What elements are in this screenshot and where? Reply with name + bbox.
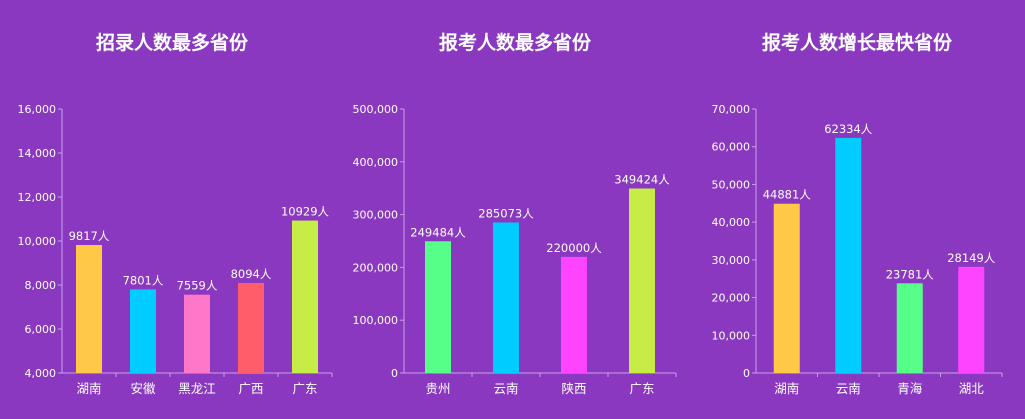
data-label: 23781人 xyxy=(886,267,935,281)
chart-title: 报考人数最多省份 xyxy=(439,31,592,54)
x-tick-label: 广东 xyxy=(629,381,654,396)
x-tick-label: 安徽 xyxy=(130,381,156,396)
data-label: 249484人 xyxy=(410,225,466,239)
x-tick-label: 黑龙江 xyxy=(178,381,216,396)
x-tick-label: 湖南 xyxy=(774,381,799,396)
data-label: 62334人 xyxy=(824,122,873,136)
x-tick-label: 云南 xyxy=(493,381,518,396)
x-tick-label: 广西 xyxy=(238,381,263,396)
chart-applicants-by-province: 报考人数最多省份 0 100,000 200,000 300,000 400,000 50… xyxy=(353,31,677,396)
data-label: 220000人 xyxy=(546,241,602,255)
data-label: 7559人 xyxy=(177,279,218,293)
chart-title: 招录人数最多省份 xyxy=(96,31,249,54)
bar xyxy=(561,256,587,373)
x-tick-label: 青海 xyxy=(897,381,923,396)
bar xyxy=(896,283,923,373)
chart-applicant-growth-by-province: 报考人数增长最快省份 0 10,000 20,000 30,000 40,000 50,0… xyxy=(712,31,1003,396)
y-tick-label: 500,000 xyxy=(353,103,399,116)
data-label: 7801人 xyxy=(123,273,164,287)
bar xyxy=(425,241,451,373)
chart-recruitment-by-province: 招录人数最多省份 4,000 6,000 8,000 10,000 12,000 14,0… xyxy=(18,31,333,396)
y-tick-label: 6,000 xyxy=(25,323,57,336)
x-tick-label: 湖南 xyxy=(76,381,101,396)
data-label: 28149人 xyxy=(947,251,996,265)
y-tick-label: 14,000 xyxy=(18,147,57,160)
y-tick-label: 70,000 xyxy=(712,103,751,116)
bar xyxy=(292,220,318,373)
bar xyxy=(629,188,655,373)
x-tick-label: 陕西 xyxy=(561,381,586,396)
bar xyxy=(238,282,264,373)
x-tick-label: 广东 xyxy=(292,381,317,396)
y-tick-label: 60,000 xyxy=(712,141,751,154)
y-tick-label: 8,000 xyxy=(25,279,57,292)
y-tick-label: 30,000 xyxy=(712,254,751,267)
x-tick-label: 贵州 xyxy=(425,381,450,396)
y-tick-label: 0 xyxy=(391,367,398,380)
y-tick-label: 50,000 xyxy=(712,178,751,191)
data-label: 44881人 xyxy=(763,188,812,202)
x-tick-label: 湖北 xyxy=(959,381,985,396)
data-label: 285073人 xyxy=(478,206,534,220)
data-label: 9817人 xyxy=(69,229,110,243)
y-tick-label: 12,000 xyxy=(18,191,57,204)
data-label: 10929人 xyxy=(281,205,330,219)
data-label: 8094人 xyxy=(231,267,272,281)
bar xyxy=(76,245,102,373)
y-tick-label: 20,000 xyxy=(712,292,751,305)
y-tick-label: 100,000 xyxy=(353,314,399,327)
y-tick-label: 40,000 xyxy=(712,216,751,229)
bar xyxy=(130,289,156,373)
y-tick-label: 10,000 xyxy=(18,235,57,248)
bar xyxy=(958,266,985,373)
y-tick-label: 10,000 xyxy=(712,329,751,342)
chart-title: 报考人数增长最快省份 xyxy=(762,31,953,54)
y-tick-label: 0 xyxy=(743,367,750,380)
y-tick-label: 200,000 xyxy=(353,261,399,274)
x-tick-label: 云南 xyxy=(836,381,861,396)
bar xyxy=(835,137,862,373)
bar xyxy=(493,222,519,373)
bar xyxy=(773,203,800,373)
y-tick-label: 400,000 xyxy=(353,156,399,169)
bar xyxy=(184,294,210,373)
y-tick-label: 16,000 xyxy=(18,103,57,116)
data-label: 349424人 xyxy=(614,173,670,187)
y-tick-label: 300,000 xyxy=(353,209,399,222)
y-tick-label: 4,000 xyxy=(25,367,57,380)
